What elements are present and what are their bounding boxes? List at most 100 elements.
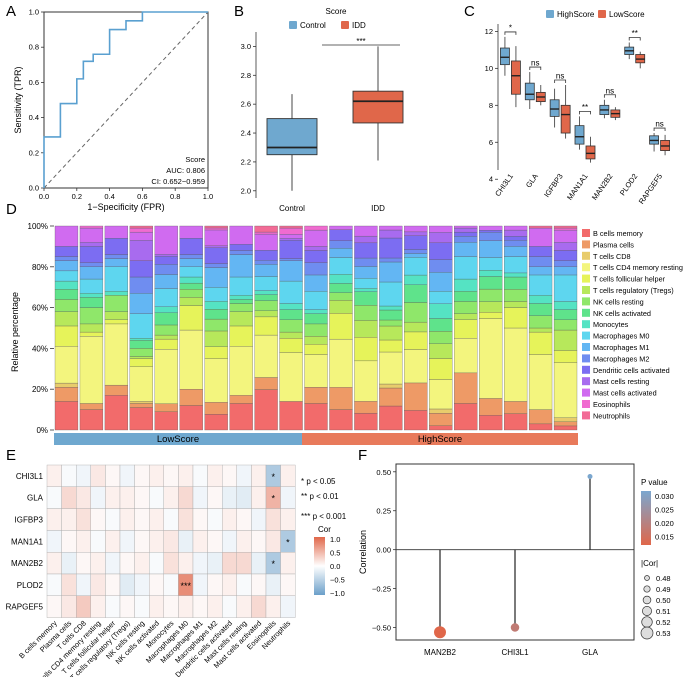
- stacked-bar-segment: [179, 238, 203, 255]
- stacked-bar-segment: [104, 225, 129, 239]
- box-c-box: [511, 60, 521, 95]
- heatmap-cell: [251, 508, 267, 531]
- stack-legend-swatch: [582, 343, 590, 351]
- heatmap-star: *: [272, 472, 276, 482]
- roc-xlabel: 1−Specificity (FPR): [87, 202, 164, 212]
- heatmap-cell: [280, 508, 296, 531]
- stack-ylabel: Relative percentage: [10, 292, 20, 372]
- stacked-bar-segment: [129, 356, 153, 359]
- heatmap-cell: [148, 486, 164, 509]
- stacked-bar-segment: [79, 242, 104, 247]
- stacked-bar-segment: [454, 236, 478, 243]
- stack-legend-label: Mast cells resting: [593, 377, 649, 386]
- heatmap-cell: [61, 486, 77, 509]
- stacked-bar-segment: [379, 225, 403, 231]
- stacked-bar-segment: [204, 287, 228, 302]
- stacked-bar-segment: [553, 250, 578, 261]
- stacked-bar-segment: [229, 346, 253, 396]
- stacked-bar-segment: [204, 358, 228, 403]
- group-bar-lowscore: [54, 433, 302, 445]
- box-c-box: [585, 145, 596, 160]
- box-c-sig-bracket: [579, 111, 591, 115]
- stacked-bar-segment: [329, 240, 353, 249]
- stacked-bar-segment: [479, 276, 503, 290]
- stack-legend-label: Macrophages M2: [593, 354, 649, 363]
- stacked-bar-segment: [54, 280, 79, 290]
- stacked-bar-segment: [429, 331, 453, 344]
- stacked-bar-segment: [503, 413, 528, 431]
- panel-label-b: B: [234, 3, 244, 20]
- lolli-category-label: GLA: [582, 648, 599, 657]
- heatmap-cell: [265, 595, 281, 618]
- roc-xtick-label: 0.6: [137, 192, 147, 201]
- heatmap-cell: [221, 595, 237, 618]
- heatmap-cell: [119, 464, 135, 487]
- roc-ytick-label: 0.6: [29, 78, 39, 87]
- stacked-bar-segment: [354, 288, 378, 292]
- heatmap-cell: [265, 508, 281, 531]
- box-c-category-label: PLOD2: [618, 172, 639, 197]
- stacked-bar-segment: [229, 225, 253, 245]
- stacked-bar-segment: [104, 238, 129, 255]
- stacked-bar-segment: [254, 250, 278, 261]
- stacked-bar-segment: [329, 248, 353, 258]
- stacked-bar-segment: [229, 254, 253, 278]
- stacked-bar-segment: [179, 389, 203, 406]
- heatmap-cell: [134, 464, 150, 487]
- roc-xtick-label: 0.0: [39, 192, 49, 201]
- stacked-bar-segment: [179, 282, 203, 290]
- sig-note-3: *** p < 0.001: [301, 512, 347, 521]
- heatmap-cell: [163, 486, 179, 509]
- stacked-bar-segment: [329, 292, 353, 301]
- stacked-bar-segment: [354, 412, 378, 431]
- stacked-bar-segment: [404, 253, 428, 258]
- heatmap-cell: [148, 573, 164, 596]
- heatmap-star: *: [286, 537, 290, 547]
- stacked-bar-segment: [479, 312, 503, 319]
- size-legend-circle: [643, 585, 651, 593]
- stacked-bar-segment: [254, 300, 278, 311]
- stacked-bar-segment: [179, 289, 203, 298]
- stack-legend-swatch: [582, 297, 590, 306]
- stacked-bar-segment: [204, 330, 228, 347]
- stacked-bar-segment: [204, 245, 228, 248]
- stacked-bar-segment: [229, 395, 253, 404]
- stacked-bar-segment: [354, 305, 378, 321]
- size-legend-circle: [642, 606, 652, 616]
- heatmap-cell: [75, 552, 91, 575]
- stacked-bar-segment: [379, 281, 403, 307]
- stack-legend-label: Mast cells activated: [593, 389, 657, 398]
- box-c-sig-bracket: [504, 31, 517, 35]
- stacked-bar-segment: [404, 410, 428, 431]
- pvalue-tick-label: 0.020: [655, 519, 674, 528]
- stacked-bar-segment: [354, 320, 378, 338]
- stacked-bar-segment: [379, 305, 403, 311]
- stacked-bar-segment: [329, 257, 353, 275]
- panel-label-c: C: [464, 3, 475, 20]
- stacked-bar-segment: [354, 242, 378, 259]
- stacked-bar-segment: [279, 225, 303, 229]
- heatmap-cell: [61, 573, 77, 596]
- stacked-bar-segment: [129, 338, 153, 341]
- stack-legend-label: NK cells resting: [593, 297, 644, 306]
- stacked-bar-segment: [528, 331, 553, 355]
- stacked-bar-segment: [254, 231, 278, 235]
- stacked-bar-segment: [279, 401, 303, 431]
- roc-legend-title: Score: [185, 155, 205, 164]
- colorbar-title: Cor: [318, 525, 331, 534]
- stacked-bar-segment: [129, 225, 153, 229]
- stacked-bar-segment: [404, 274, 428, 285]
- stacked-bar-segment: [454, 256, 478, 280]
- box-b-cat-control: Control: [279, 204, 305, 213]
- sig-note-1: * p < 0.05: [301, 477, 336, 486]
- stacked-bar-segment: [54, 401, 79, 431]
- box-c-ytick-label: 4: [489, 175, 493, 184]
- heatmap-cell: [192, 486, 208, 509]
- stacked-bar-segment: [104, 291, 129, 296]
- stack-legend-swatch: [582, 411, 590, 420]
- stacked-bar-segment: [204, 402, 228, 415]
- heatmap-cell: [192, 573, 208, 596]
- stacked-bar-segment: [79, 307, 104, 325]
- roc-ytick-label: 1.0: [29, 8, 39, 17]
- heatmap-cell: [105, 530, 121, 553]
